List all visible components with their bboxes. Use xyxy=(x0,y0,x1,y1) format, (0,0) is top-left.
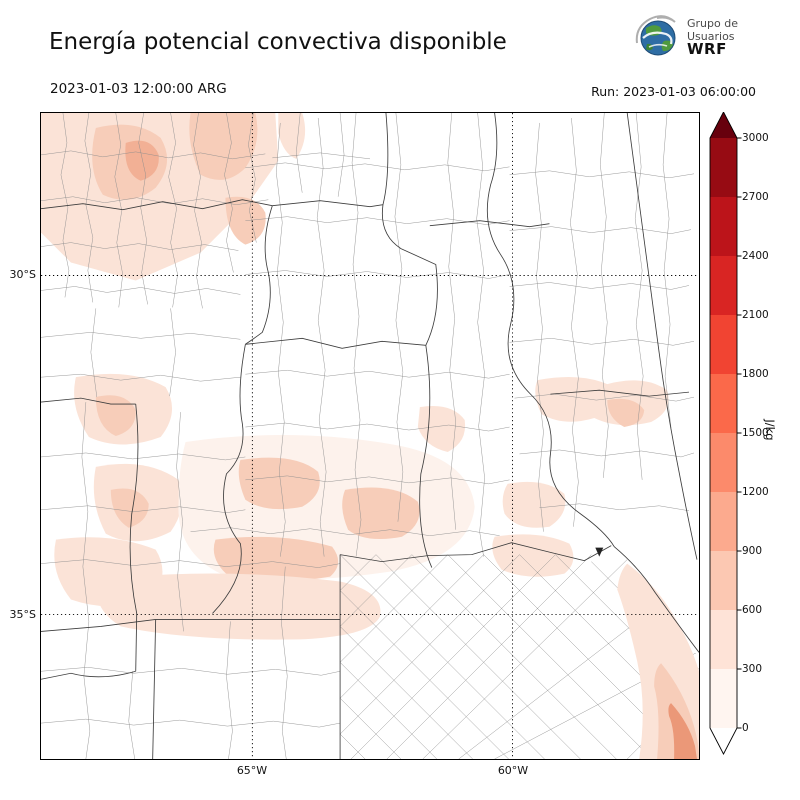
logo-org-line2: Usuarios xyxy=(687,29,735,43)
globe-icon xyxy=(635,15,676,56)
colorbar-tick-label: 1500 xyxy=(742,427,769,439)
colorbar-tick-label: 0 xyxy=(742,722,749,734)
colorbar-segment xyxy=(710,551,737,610)
logo-org-line1: Grupo de xyxy=(687,16,738,30)
colorbar-over-arrow xyxy=(710,112,737,138)
colorbar-unit-label: J/kg xyxy=(763,419,777,441)
wrf-logo: Grupo de Usuarios WRF xyxy=(634,13,738,59)
colorbar-segment xyxy=(710,256,737,315)
province-boundaries xyxy=(41,113,699,759)
map-canvas xyxy=(41,113,699,759)
colorbar-tick-label: 300 xyxy=(742,663,763,675)
colorbar-tick-label: 1200 xyxy=(742,486,769,498)
uruguay-river xyxy=(626,113,698,560)
colorbar-segment xyxy=(710,610,737,669)
map-frame xyxy=(40,112,700,760)
department-boundaries xyxy=(41,113,699,759)
colorbar-segment xyxy=(710,374,737,433)
graticule-lines xyxy=(41,113,699,759)
lon-label-65w: 65°W xyxy=(236,764,268,777)
colorbar-tick-label: 2700 xyxy=(742,191,769,203)
lon-label-60w: 60°W xyxy=(497,764,529,777)
colorbar-segment xyxy=(710,197,737,256)
colorbar-tick-label: 900 xyxy=(742,545,763,557)
colorbar-segment xyxy=(710,492,737,551)
colorbar-tick-label: 3000 xyxy=(742,132,769,144)
cape-shading xyxy=(41,113,669,640)
colorbar xyxy=(709,112,742,755)
lat-label-30s: 30°S xyxy=(9,268,36,281)
colorbar-tick-label: 2100 xyxy=(742,309,769,321)
colorbar-segment xyxy=(710,669,737,728)
logo-org-line3: WRF xyxy=(687,39,727,58)
colorbar-ticks xyxy=(737,137,742,729)
parana-river xyxy=(486,113,699,653)
valid-time-label: 2023-01-03 12:00:00 ARG xyxy=(50,81,227,97)
colorbar-under-arrow xyxy=(710,728,737,754)
colorbar-segment xyxy=(710,138,737,197)
figure-title: Energía potencial convectiva disponible xyxy=(49,29,507,55)
city-marker xyxy=(595,547,604,557)
colorbar-segment xyxy=(710,433,737,492)
colorbar-tick-label: 1800 xyxy=(742,368,769,380)
colorbar-tick-label: 2400 xyxy=(742,250,769,262)
colorbar-segment xyxy=(710,315,737,374)
coastal-shading xyxy=(617,563,699,759)
run-time-label: Run: 2023-01-03 06:00:00 xyxy=(591,84,756,99)
lat-label-35s: 35°S xyxy=(9,608,36,621)
colorbar-tick-label: 600 xyxy=(742,604,763,616)
